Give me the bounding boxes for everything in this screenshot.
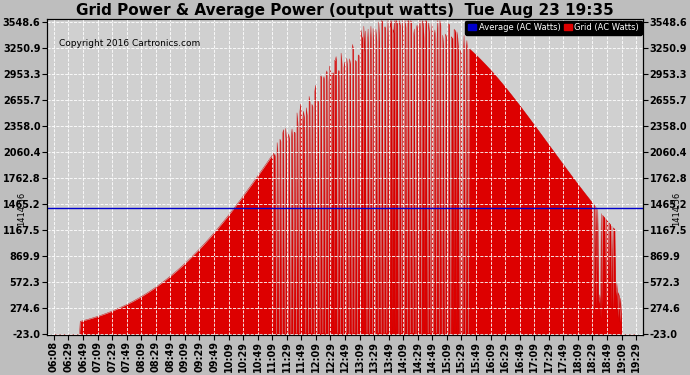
- Legend: Average (AC Watts), Grid (AC Watts): Average (AC Watts), Grid (AC Watts): [465, 21, 642, 34]
- Text: 1414.56: 1414.56: [17, 191, 26, 226]
- Text: Copyright 2016 Cartronics.com: Copyright 2016 Cartronics.com: [59, 39, 200, 48]
- Text: 1414.56: 1414.56: [671, 191, 680, 226]
- Title: Grid Power & Average Power (output watts)  Tue Aug 23 19:35: Grid Power & Average Power (output watts…: [76, 3, 614, 18]
